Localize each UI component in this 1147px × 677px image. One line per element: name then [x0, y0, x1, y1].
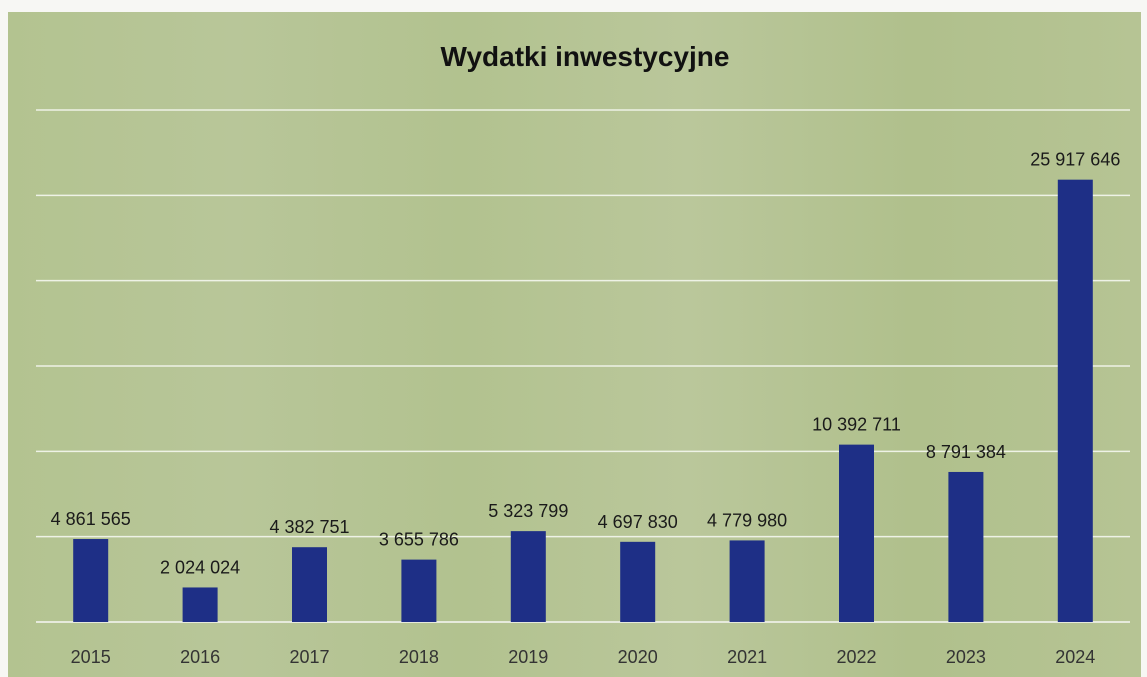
data-label-2023: 8 791 384: [926, 442, 1006, 462]
data-label-2022: 10 392 711: [812, 415, 901, 435]
bar-2017: [292, 547, 327, 622]
data-label-2018: 3 655 786: [379, 530, 459, 550]
data-label-2020: 4 697 830: [598, 512, 678, 532]
x-axis-ticks: 2015 2016 2017 2018 2019 2020 2021 2022 2023 2024: [71, 647, 1096, 667]
data-label-2017: 4 382 751: [269, 517, 349, 537]
data-labels: 4 861 565 2 024 024 4 382 751 3 655 786 5 32…: [51, 150, 1121, 578]
x-tick-2015: 2015: [71, 647, 111, 667]
bar-2022: [839, 444, 874, 622]
data-label-2021: 4 779 980: [707, 510, 787, 530]
x-tick-2016: 2016: [180, 647, 220, 667]
x-tick-2019: 2019: [508, 647, 548, 667]
data-label-2024: 25 917 646: [1030, 150, 1120, 170]
bar-2023: [948, 471, 984, 622]
bar-2015: [73, 539, 109, 622]
bar-2021: [729, 540, 765, 622]
bar-2016: [182, 587, 218, 622]
bar-2018: [401, 559, 437, 622]
x-tick-2023: 2023: [946, 647, 986, 667]
data-label-2016: 2 024 024: [160, 557, 240, 577]
x-tick-2024: 2024: [1055, 647, 1095, 667]
chart-title: Wydatki inwestycyjne: [441, 41, 730, 72]
bar-2024: [1057, 179, 1093, 622]
x-tick-2020: 2020: [618, 647, 658, 667]
bars: [73, 179, 1093, 622]
data-label-2015: 4 861 565: [51, 509, 131, 529]
bar-2019: [510, 531, 546, 622]
x-tick-2018: 2018: [399, 647, 439, 667]
data-label-2019: 5 323 799: [488, 501, 568, 521]
gridlines: [36, 109, 1130, 623]
x-tick-2022: 2022: [836, 647, 876, 667]
bar-2020: [620, 541, 656, 622]
x-tick-2017: 2017: [289, 647, 329, 667]
x-tick-2021: 2021: [727, 647, 767, 667]
